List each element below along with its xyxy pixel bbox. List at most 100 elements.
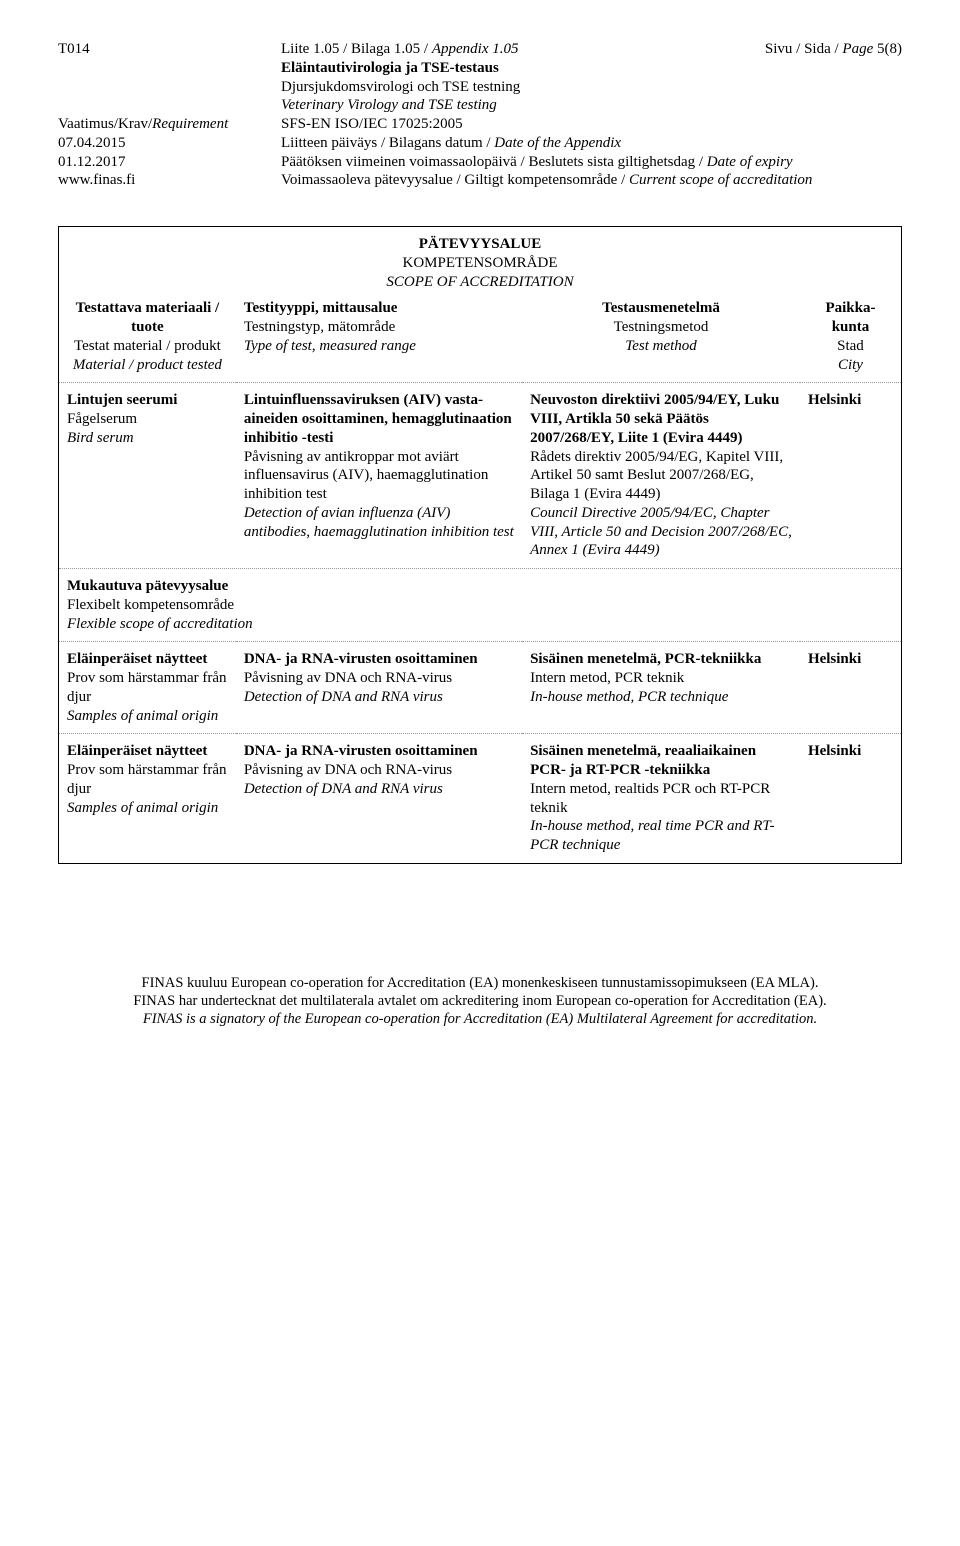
row3-c3-en: In-house method, real time PCR and RT-PC… [530, 817, 792, 855]
row1-c1-bold: Lintujen seerumi [67, 391, 228, 410]
colhead-1-sv: Testat material / produkt [67, 337, 228, 356]
colhead-2-bold: Testityyppi, mittausalue [244, 299, 514, 318]
colhead-3-sv: Testningsmetod [530, 318, 792, 337]
row3-col1: Eläinperäiset näytteet Prov som härstamm… [59, 733, 236, 863]
accreditation-table: PÄTEVYYSALUE KOMPETENSOMRÅDE SCOPE OF AC… [58, 226, 902, 864]
row3-c4: Helsinki [808, 742, 893, 761]
date2-italic: Date of expiry [707, 154, 793, 170]
row2-col3: Sisäinen menetelmä, PCR-tekniikka Intern… [522, 641, 800, 733]
scope-title-1: PÄTEVYYSALUE [65, 235, 895, 254]
row1-c2-bold: Lintuinfluenssaviruksen (AIV) vasta-aine… [244, 391, 514, 447]
page-line-plain: Sivu / Sida / [765, 41, 843, 57]
row3-c3-sv: Intern metod, realtids PCR och RT-PCR te… [530, 780, 792, 818]
req-label-italic: Requirement [152, 116, 228, 132]
colhead-4-sv: Stad [808, 337, 893, 356]
row2-col1: Eläinperäiset näytteet Prov som härstamm… [59, 641, 236, 733]
appendix-line-italic: Appendix 1.05 [432, 41, 519, 57]
row2-c3-sv: Intern metod, PCR teknik [530, 669, 792, 688]
date1-italic: Date of the Appendix [494, 135, 621, 151]
colhead-3: Testausmenetelmä Testningsmetod Test met… [522, 295, 800, 382]
row2-col2: DNA- ja RNA-virusten osoittaminen Påvisn… [236, 641, 522, 733]
row2-c3-en: In-house method, PCR technique [530, 688, 792, 707]
colhead-1-en: Material / product tested [67, 356, 228, 375]
row3-c2-en: Detection of DNA and RNA virus [244, 780, 514, 799]
date1-plain: Liitteen päiväys / Bilagans datum / [281, 135, 494, 151]
page-line: Sivu / Sida / Page 5(8) [765, 40, 902, 59]
colhead-3-bold: Testausmenetelmä [530, 299, 792, 318]
row1-c2-en: Detection of avian influenza (AIV) antib… [244, 504, 514, 542]
url-value: Voimassaoleva pätevyysalue / Giltigt kom… [281, 171, 902, 190]
header-top-right: Liite 1.05 / Bilaga 1.05 / Appendix 1.05… [281, 40, 902, 59]
row3-c1-en: Samples of animal origin [67, 799, 228, 818]
row1-c4: Helsinki [808, 391, 893, 410]
row1-c2-sv: Påvisning av antikroppar mot aviärt infl… [244, 448, 514, 504]
row3-c1-bold: Eläinperäiset näytteet [67, 742, 228, 761]
row3-col2: DNA- ja RNA-virusten osoittaminen Påvisn… [236, 733, 522, 863]
spanner-en: Flexible scope of accreditation [67, 615, 893, 634]
row1-c1-en: Bird serum [67, 429, 228, 448]
req-label: Vaatimus/Krav/Requirement [58, 115, 273, 134]
row2-c2-sv: Påvisning av DNA och RNA-virus [244, 669, 514, 688]
footer-line-1: FINAS kuuluu European co-operation for A… [58, 974, 902, 992]
row2-c1-sv: Prov som härstammar från djur [67, 669, 228, 707]
row3-col4: Helsinki [800, 733, 901, 863]
appendix-line-plain: Liite 1.05 / Bilaga 1.05 / [281, 41, 432, 57]
scope-title-2: KOMPETENSOMRÅDE [65, 254, 895, 273]
spanner-sv: Flexibelt kompetensområde [67, 596, 893, 615]
scope-title-3: SCOPE OF ACCREDITATION [65, 273, 895, 292]
table-row: Eläinperäiset näytteet Prov som härstamm… [59, 733, 901, 863]
row3-c2-sv: Påvisning av DNA och RNA-virus [244, 761, 514, 780]
row2-c2-en: Detection of DNA and RNA virus [244, 688, 514, 707]
row2-c1-en: Samples of animal origin [67, 707, 228, 726]
date1-label: 07.04.2015 [58, 134, 273, 153]
colhead-3-en: Test method [530, 337, 792, 356]
spanner-row: Mukautuva pätevyysalue Flexibelt kompete… [59, 568, 901, 641]
row1-col1: Lintujen seerumi Fågelserum Bird serum [59, 382, 236, 568]
colhead-1-bold: Testattava materiaali / tuote [67, 299, 228, 337]
header-blank [58, 59, 273, 78]
column-header-row: Testattava materiaali / tuote Testat mat… [59, 295, 901, 382]
row2-c1-bold: Eläinperäiset näytteet [67, 650, 228, 669]
table-row: Eläinperäiset näytteet Prov som härstamm… [59, 641, 901, 733]
colhead-4-en: City [808, 356, 893, 375]
row3-c2-bold: DNA- ja RNA-virusten osoittaminen [244, 742, 514, 761]
req-label-plain: Vaatimus/Krav/ [58, 116, 152, 132]
colhead-2: Testityyppi, mittausalue Testningstyp, m… [236, 295, 522, 382]
row2-col4: Helsinki [800, 641, 901, 733]
row1-col4: Helsinki [800, 382, 901, 568]
appendix-line: Liite 1.05 / Bilaga 1.05 / Appendix 1.05 [281, 40, 518, 59]
row1-col3: Neuvoston direktiivi 2005/94/EY, Luku VI… [522, 382, 800, 568]
row3-c3-bold: Sisäinen menetelmä, reaaliaikainen PCR- … [530, 742, 792, 780]
url-plain: Voimassaoleva pätevyysalue / Giltigt kom… [281, 172, 629, 188]
date2-plain: Päätöksen viimeinen voimassaolopäivä / B… [281, 154, 707, 170]
row3-col3: Sisäinen menetelmä, reaaliaikainen PCR- … [522, 733, 800, 863]
row2-c3-bold: Sisäinen menetelmä, PCR-tekniikka [530, 650, 792, 669]
page-line-italic: Page [842, 41, 877, 57]
row1-col2: Lintuinfluenssaviruksen (AIV) vasta-aine… [236, 382, 522, 568]
colhead-2-en: Type of test, measured range [244, 337, 514, 356]
header-title-sv: Djursjukdomsvirologi och TSE testning [281, 78, 902, 97]
row2-c2-bold: DNA- ja RNA-virusten osoittaminen [244, 650, 514, 669]
footer-line-3: FINAS is a signatory of the European co-… [58, 1010, 902, 1028]
date2-label: 01.12.2017 [58, 153, 273, 172]
row1-c1-sv: Fågelserum [67, 410, 228, 429]
document-header: T014 Liite 1.05 / Bilaga 1.05 / Appendix… [58, 40, 902, 190]
row1-c3-bold: Neuvoston direktiivi 2005/94/EY, Luku VI… [530, 391, 792, 447]
url-label: www.finas.fi [58, 171, 273, 190]
req-value: SFS-EN ISO/IEC 17025:2005 [281, 115, 902, 134]
spanner-bold: Mukautuva pätevyysalue [67, 577, 893, 596]
colhead-4-bold: Paikka-kunta [808, 299, 893, 337]
date2-value: Päätöksen viimeinen voimassaolopäivä / B… [281, 153, 902, 172]
spanner-cell: Mukautuva pätevyysalue Flexibelt kompete… [59, 568, 901, 641]
row1-c3-sv: Rådets direktiv 2005/94/EG, Kapitel VIII… [530, 448, 792, 504]
document-footer: FINAS kuuluu European co-operation for A… [58, 974, 902, 1028]
colhead-1: Testattava materiaali / tuote Testat mat… [59, 295, 236, 382]
url-italic: Current scope of accreditation [629, 172, 812, 188]
header-title-en: Veterinary Virology and TSE testing [281, 96, 902, 115]
page-number: 5(8) [877, 41, 902, 57]
table-row: Lintujen seerumi Fågelserum Bird serum L… [59, 382, 901, 568]
header-title-bold: Eläintautivirologia ja TSE-testaus [281, 59, 902, 78]
footer-line-2: FINAS har undertecknat det multilaterala… [58, 992, 902, 1010]
header-blank3 [58, 96, 273, 115]
header-blank2 [58, 78, 273, 97]
